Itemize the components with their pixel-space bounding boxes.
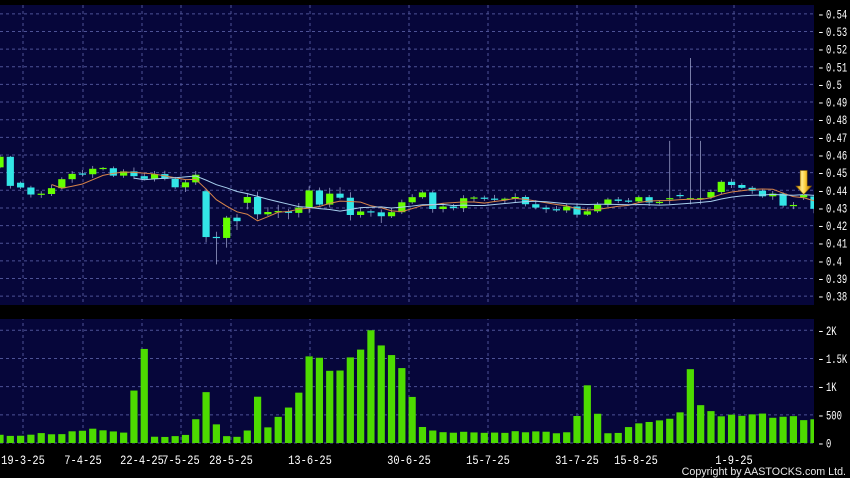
svg-text:0.41: 0.41 (826, 238, 847, 252)
svg-text:0.53: 0.53 (826, 27, 847, 41)
svg-text:500: 500 (826, 410, 842, 424)
svg-text:22-4-25: 22-4-25 (120, 453, 164, 468)
svg-text:1.5K: 1.5K (826, 354, 847, 368)
svg-text:-: - (817, 25, 825, 40)
svg-text:0.44: 0.44 (826, 185, 847, 199)
svg-text:-: - (817, 324, 825, 339)
svg-text:13-6-25: 13-6-25 (288, 453, 332, 468)
svg-text:-: - (817, 7, 825, 22)
svg-text:1K: 1K (826, 382, 837, 396)
svg-text:0.48: 0.48 (826, 115, 847, 129)
svg-text:15-7-25: 15-7-25 (466, 453, 510, 468)
svg-text:0: 0 (826, 438, 831, 452)
svg-text:0.4: 0.4 (826, 256, 842, 270)
svg-text:-: - (817, 60, 825, 75)
svg-text:31-7-25: 31-7-25 (555, 453, 599, 468)
svg-text:0.45: 0.45 (826, 168, 847, 182)
svg-text:0.43: 0.43 (826, 203, 847, 217)
svg-text:0.47: 0.47 (826, 132, 847, 146)
svg-text:-: - (817, 149, 825, 164)
svg-text:-: - (817, 131, 825, 146)
svg-text:-: - (817, 78, 825, 93)
svg-text:-: - (817, 254, 825, 269)
svg-text:-: - (817, 113, 825, 128)
svg-text:0.39: 0.39 (826, 274, 847, 288)
svg-text:7-5-25: 7-5-25 (162, 453, 199, 468)
svg-text:2K: 2K (826, 325, 837, 339)
svg-text:0.5: 0.5 (826, 80, 842, 94)
svg-text:Copyright by AASTOCKS.com Ltd.: Copyright by AASTOCKS.com Ltd. (682, 466, 846, 478)
svg-text:-: - (817, 237, 825, 252)
svg-text:28-5-25: 28-5-25 (209, 453, 253, 468)
svg-text:-: - (817, 43, 825, 58)
svg-text:0.38: 0.38 (826, 291, 847, 305)
svg-text:19-3-25: 19-3-25 (1, 453, 45, 468)
svg-text:-: - (817, 437, 825, 452)
svg-text:0.52: 0.52 (826, 44, 847, 58)
svg-text:0.54: 0.54 (826, 9, 847, 23)
svg-text:0.42: 0.42 (826, 221, 847, 235)
svg-text:-: - (817, 290, 825, 305)
svg-text:-: - (817, 184, 825, 199)
svg-text:-: - (817, 272, 825, 287)
svg-text:-: - (817, 219, 825, 234)
svg-text:0.49: 0.49 (826, 97, 847, 111)
svg-text:15-8-25: 15-8-25 (614, 453, 658, 468)
svg-text:-: - (817, 96, 825, 111)
svg-text:0.51: 0.51 (826, 62, 847, 76)
svg-text:-: - (817, 408, 825, 423)
svg-text:30-6-25: 30-6-25 (387, 453, 431, 468)
svg-text:-: - (817, 380, 825, 395)
svg-text:-: - (817, 352, 825, 367)
svg-text:7-4-25: 7-4-25 (64, 453, 101, 468)
svg-text:-: - (817, 201, 825, 216)
svg-text:-: - (817, 166, 825, 181)
svg-text:0.46: 0.46 (826, 150, 847, 164)
